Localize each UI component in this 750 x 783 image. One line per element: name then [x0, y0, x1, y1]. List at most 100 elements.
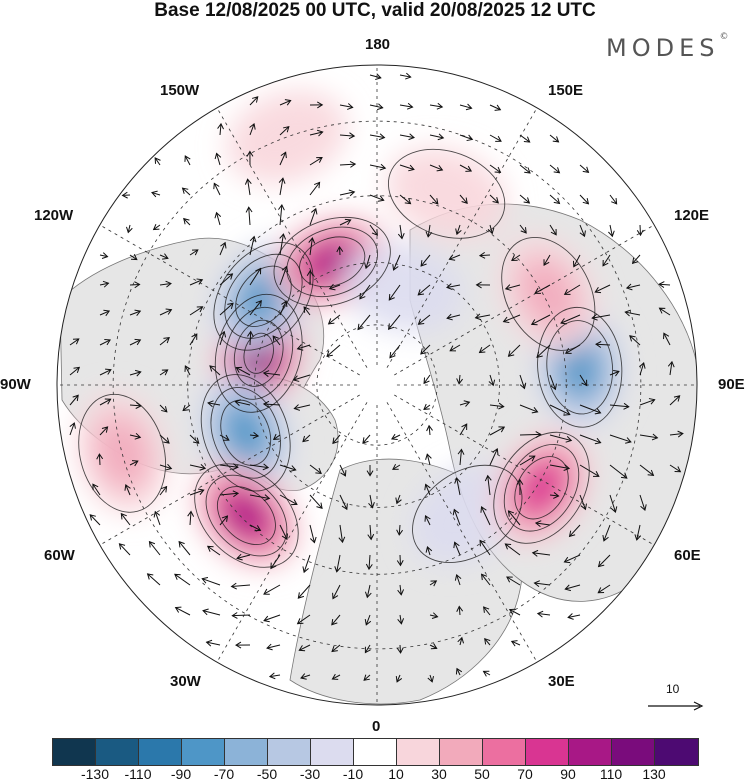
wind-arrow [148, 540, 161, 556]
meridian-line [394, 394, 655, 546]
wind-arrow [479, 539, 491, 556]
wind-arrow [459, 400, 471, 407]
wind-arrow [658, 307, 671, 316]
wind-arrow [397, 614, 405, 625]
wind-arrow [489, 164, 502, 173]
wind-arrow [549, 464, 571, 471]
wind-arrow [249, 299, 262, 316]
wind-arrow [511, 254, 521, 262]
colorbar-swatch [612, 739, 655, 765]
lon-label-120w: 120W [34, 207, 74, 224]
wind-arrow [247, 330, 254, 346]
wind-arrow [417, 284, 431, 296]
wind-arrow [214, 211, 222, 226]
wind-arrow [249, 235, 257, 256]
wind-arrow [636, 224, 644, 237]
wind-arrow [99, 398, 112, 406]
wind-arrow [263, 614, 281, 623]
wind-arrow [478, 251, 491, 259]
wind-arrow [504, 284, 521, 291]
wind-arrow [182, 404, 191, 412]
wind-arrow [516, 478, 524, 496]
wind-arrow [658, 281, 671, 289]
wind-arrow [331, 644, 341, 653]
wind-arrow [249, 432, 260, 439]
wind-arrow [309, 494, 323, 510]
wind-arrow [219, 273, 234, 286]
wind-arrow [446, 283, 461, 290]
wind-arrow [236, 553, 251, 561]
wind-arrow [459, 423, 468, 436]
wind-vectors [69, 72, 684, 683]
wind-arrow [364, 584, 372, 599]
wind-arrow [609, 369, 620, 377]
wind-arrow [478, 344, 491, 354]
wind-arrow [639, 398, 656, 406]
wind-arrow [534, 520, 551, 528]
wind-arrow [530, 314, 551, 326]
wind-arrow [424, 483, 431, 496]
colorbar-swatch [655, 739, 698, 765]
wind-arrow [181, 187, 191, 196]
colorbar-tick-label: -30 [299, 766, 321, 782]
colorbar-tick-label: 70 [517, 766, 533, 782]
lon-label-90w: 90W [0, 376, 31, 393]
wind-arrow [456, 605, 464, 616]
wind-arrow [334, 554, 342, 573]
contour-line [546, 320, 614, 415]
latitude-circle [112, 120, 642, 650]
wind-arrow [549, 134, 560, 143]
wind-arrow [368, 494, 375, 509]
wind-arrow [246, 150, 254, 166]
wind-arrow [369, 224, 378, 236]
wind-arrow [214, 152, 222, 166]
wind-arrow [397, 224, 405, 240]
wind-arrow [309, 181, 321, 196]
wind-arrow [508, 608, 521, 616]
wind-arrow [423, 374, 431, 385]
wind-arrow [609, 434, 632, 444]
wind-arrow [124, 484, 131, 496]
wind-arrow [669, 430, 684, 438]
colorbar-tick-label: 110 [599, 766, 623, 782]
wind-arrow [488, 374, 496, 387]
wind-arrow [327, 314, 341, 325]
lon-label-30w: 30W [170, 673, 201, 690]
wind-arrow [159, 308, 173, 316]
wind-arrow [296, 344, 311, 351]
wind-arrow [279, 464, 297, 472]
wind-arrow [244, 178, 252, 196]
wind-arrow [146, 573, 161, 586]
colorbar-tick-label: 10 [388, 766, 404, 782]
wind-arrow [339, 464, 347, 477]
wind-arrow [639, 362, 646, 376]
wind-arrow [272, 335, 281, 346]
wind-arrow [249, 494, 271, 502]
wind-arrow [279, 524, 288, 541]
wind-arrow [564, 344, 581, 354]
wind-arrow [609, 194, 618, 205]
wind-arrow [278, 203, 285, 226]
wind-arrow [129, 460, 139, 467]
contour-line [273, 216, 391, 307]
wind-arrow [482, 670, 491, 677]
lon-label-150e: 150E [548, 82, 584, 99]
wind-arrow [392, 254, 401, 271]
colorbar-tick-label: 30 [431, 766, 447, 782]
wind-arrow [306, 269, 314, 286]
wind-arrow [99, 368, 112, 376]
wind-arrow [597, 554, 611, 568]
wind-arrow [629, 335, 641, 346]
wind-arrow [159, 253, 169, 260]
wind-arrow [639, 494, 647, 512]
wind-arrow [262, 370, 281, 377]
wind-arrow [245, 206, 253, 226]
contour-line [514, 456, 569, 520]
wind-arrow [159, 434, 170, 444]
wind-arrow [480, 573, 491, 586]
wind-arrow [309, 464, 322, 475]
wind-arrow [92, 483, 101, 496]
wind-arrow [625, 283, 641, 291]
wind-arrow [174, 573, 191, 586]
wind-arrow [396, 554, 404, 567]
